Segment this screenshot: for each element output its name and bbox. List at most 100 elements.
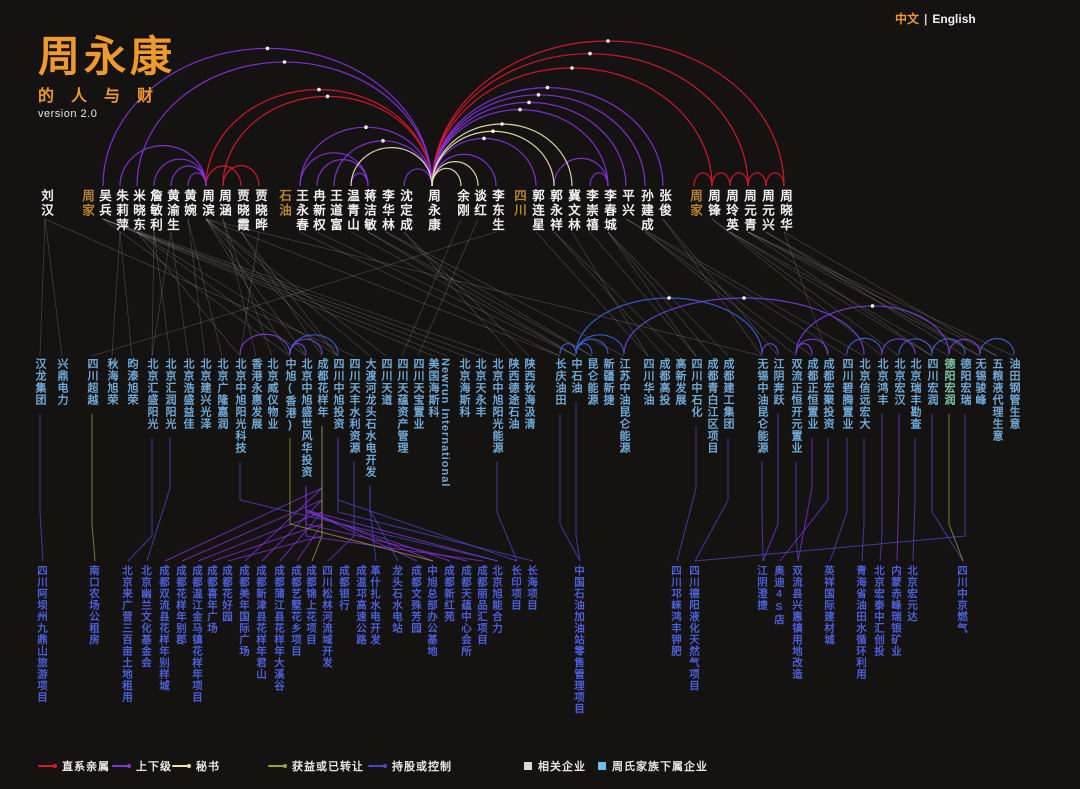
project-label[interactable]: 长海项目	[526, 565, 538, 611]
company-label[interactable]: 中旭(香港)	[284, 358, 296, 432]
project-label[interactable]: 革什扎水电开发	[369, 565, 381, 646]
company-label[interactable]: 长庆油田	[554, 358, 566, 406]
person-label[interactable]: 王道富	[328, 189, 342, 233]
person-label[interactable]: 黄婉	[182, 189, 196, 218]
person-label[interactable]: 沈定成	[398, 189, 412, 233]
project-label[interactable]: 四川邛崃鸿丰钾肥	[670, 565, 682, 657]
company-label[interactable]: 北京汇盛阳光	[146, 358, 158, 430]
person-label[interactable]: 谈红	[472, 189, 486, 218]
company-label[interactable]: 成都正恒置业	[806, 358, 818, 430]
project-label[interactable]: 中国石油加油站零售管理项目	[573, 565, 585, 715]
person-label[interactable]: 李东生	[490, 189, 504, 233]
person-label[interactable]: 平兴	[620, 189, 634, 218]
company-label[interactable]: 四川碧腾置业	[841, 358, 853, 430]
company-label[interactable]: 北京信远宏大	[858, 358, 870, 430]
person-label[interactable]: 石油	[277, 189, 291, 218]
company-label[interactable]: 北京汇润阳光	[164, 358, 176, 430]
person-label[interactable]: 张俊	[657, 189, 671, 218]
project-label[interactable]: 成都美年国际广场	[238, 565, 250, 657]
person-label[interactable]: 郭连星	[530, 189, 544, 233]
company-label[interactable]: 成都宏聚投资	[822, 358, 834, 430]
person-label[interactable]: 周家	[688, 189, 702, 218]
person-label[interactable]: 周涵	[217, 189, 231, 218]
company-label[interactable]: Newrun International	[439, 358, 451, 488]
company-label[interactable]: 江苏中油昆仑能源	[618, 358, 630, 454]
person-label[interactable]: 李崇禧	[584, 189, 598, 233]
person-label[interactable]: 四川	[512, 189, 526, 218]
company-label[interactable]: 汉龙集团	[34, 358, 46, 406]
company-label[interactable]: 昆仑能源	[586, 358, 598, 406]
company-label[interactable]: 成都高投	[658, 358, 670, 406]
person-label[interactable]: 詹敏利	[148, 189, 162, 233]
project-label[interactable]: 成都新津县花样年君山	[255, 565, 267, 680]
project-label[interactable]: 四川阿坝州九鼎山旅游项目	[36, 565, 48, 703]
company-label[interactable]: 北京宏汉	[893, 358, 905, 406]
person-label[interactable]: 温青山	[345, 189, 359, 233]
project-label[interactable]: 成都双流县花样年别样城	[158, 565, 170, 692]
project-label[interactable]: 成温邛高速公路	[355, 565, 367, 646]
company-label[interactable]: 美国海斯科	[427, 358, 439, 418]
person-label[interactable]: 周锋	[706, 189, 720, 218]
company-label[interactable]: 北京广隆嘉润	[216, 358, 228, 430]
project-label[interactable]: 北京来广营三百亩土地租用	[121, 565, 133, 703]
project-label[interactable]: 成都艺墅花乡项目	[290, 565, 302, 657]
project-label[interactable]: 双流县兴惠镇用地改造	[791, 565, 803, 680]
company-label[interactable]: 大渡河龙头石水电开发	[364, 358, 376, 478]
company-label[interactable]: 双流正恒开元置业	[790, 358, 802, 454]
project-label[interactable]: 奥迪4S店	[773, 565, 785, 626]
person-label[interactable]: 吴兵	[97, 189, 111, 218]
person-label[interactable]: 郭永祥	[548, 189, 562, 233]
company-label[interactable]: 北京浩盛益佳	[182, 358, 194, 430]
project-label[interactable]: 北京宏泰中汇创投	[873, 565, 885, 657]
company-label[interactable]: 四川天丰水利资源	[348, 358, 360, 454]
lang-english[interactable]: English	[932, 12, 976, 26]
company-label[interactable]: 五粮液代理生意	[991, 358, 1003, 442]
company-label[interactable]: 成都花样年	[316, 358, 328, 418]
project-label[interactable]: 成都银行	[338, 565, 350, 611]
person-label[interactable]: 朱莉萍	[114, 189, 128, 233]
company-label[interactable]: 四川中旭投资	[332, 358, 344, 430]
person-label[interactable]: 蒋洁敏	[362, 189, 376, 233]
company-label[interactable]: 兴鼎电力	[56, 358, 68, 406]
company-label[interactable]: 北京中旭盛世风华投资	[300, 358, 312, 478]
company-label[interactable]: 陕西德途石油	[507, 358, 519, 430]
company-label[interactable]: 北京瑞丰勘查	[909, 358, 921, 430]
company-label[interactable]: 香港永惠发展	[250, 358, 262, 430]
person-label[interactable]: 周永康	[426, 189, 440, 233]
project-label[interactable]: 北京旭能合力	[491, 565, 503, 634]
company-label[interactable]: 北京海斯科	[458, 358, 470, 418]
company-label[interactable]: 四川华油	[642, 358, 654, 406]
company-label[interactable]: 北京鸿丰	[876, 358, 888, 406]
company-label[interactable]: 陕西秋海汲清	[523, 358, 535, 430]
project-label[interactable]: 青海省油田水循环利用	[855, 565, 867, 680]
project-label[interactable]: 长印项目	[510, 565, 522, 611]
person-label[interactable]: 李春城	[602, 189, 616, 233]
company-label[interactable]: 昀溙旭荣	[126, 358, 138, 406]
project-label[interactable]: 成都喜年广场	[206, 565, 218, 634]
company-label[interactable]: 四川天宝置业	[412, 358, 424, 430]
company-label[interactable]: 秋海旭荣	[106, 358, 118, 406]
person-label[interactable]: 刘汉	[39, 189, 53, 218]
person-label[interactable]: 贾晓晔	[253, 189, 267, 233]
person-label[interactable]: 余刚	[455, 189, 469, 218]
company-label[interactable]: 四川超越	[86, 358, 98, 406]
company-label[interactable]: 北京中旭阳光科技	[234, 358, 246, 454]
person-label[interactable]: 冉新权	[311, 189, 325, 233]
project-label[interactable]: 北京幽兰文化基金会	[140, 565, 152, 669]
person-label[interactable]: 周晓华	[778, 189, 792, 233]
person-label[interactable]: 周元兴	[760, 189, 774, 233]
person-label[interactable]: 王永春	[294, 189, 308, 233]
company-label[interactable]: 新疆新捷	[602, 358, 614, 406]
person-label[interactable]: 黄渝生	[165, 189, 179, 233]
project-label[interactable]: 江阴澄捷	[756, 565, 768, 611]
project-label[interactable]: 成都温江金马镇花样年项目	[191, 565, 203, 703]
project-label[interactable]: 成都天蕴中心会所	[460, 565, 472, 657]
lang-chinese[interactable]: 中文	[895, 12, 920, 26]
company-label[interactable]: 无锡中油昆仑能源	[756, 358, 768, 454]
project-label[interactable]: 英祥国际建材城	[823, 565, 835, 646]
company-label[interactable]: 德阳宏润	[943, 358, 955, 406]
person-label[interactable]: 米晓东	[131, 189, 145, 233]
company-label[interactable]: 高新发展	[674, 358, 686, 406]
project-label[interactable]: 成都花样年别郡	[175, 565, 187, 646]
project-label[interactable]: 成都锦上花项目	[305, 565, 317, 646]
